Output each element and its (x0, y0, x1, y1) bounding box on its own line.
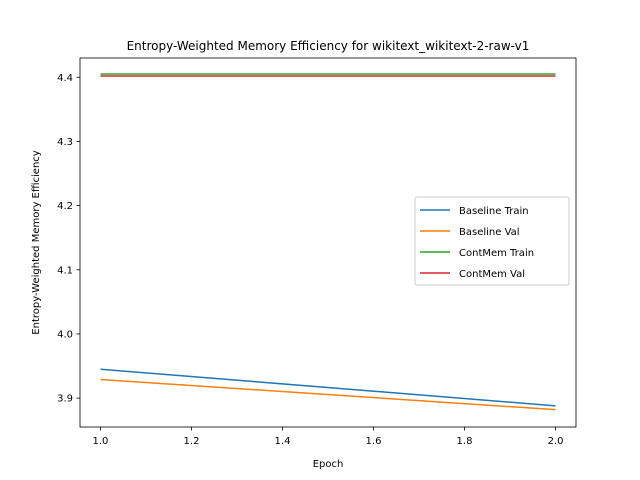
legend-box (414, 196, 570, 286)
y-tick-label: 4.4 (57, 73, 73, 84)
x-tick-label: 1.4 (275, 436, 291, 447)
legend-items: Baseline Train Baseline Val ContMem Train C… (420, 206, 534, 280)
legend-label: Baseline Train (459, 206, 529, 217)
axes-frame (79, 57, 577, 428)
legend-label: Baseline Val (459, 227, 520, 238)
legend: Baseline Train Baseline Val ContMem Train C… (414, 196, 570, 286)
y-tick-label: 4.1 (57, 265, 73, 276)
y-tick-label: 3.9 (57, 394, 73, 405)
y-tick-label: 4.3 (57, 137, 73, 148)
plot-area: 1.0 1.2 1.4 1.6 1.8 2.0 3.9 4.0 4.1 4.2 4.3 4.4 (57, 57, 577, 447)
y-tick-label: 4.2 (57, 201, 73, 212)
series-line-baseline-val (100, 378, 556, 411)
x-tick-label: 1.0 (93, 436, 109, 447)
x-axis-ticks: 1.0 1.2 1.4 1.6 1.8 2.0 (93, 427, 564, 447)
x-tick-label: 1.6 (366, 436, 382, 447)
series-line-baseline-train (100, 368, 556, 407)
x-tick-label: 2.0 (548, 436, 564, 447)
legend-label: ContMem Val (459, 269, 525, 280)
x-tick-label: 1.2 (184, 436, 200, 447)
chart-title: Entropy-Weighted Memory Efficiency for w… (127, 39, 530, 53)
x-tick-label: 1.8 (457, 436, 473, 447)
x-axis-label: Epoch (313, 459, 344, 470)
y-axis-label: Entropy-Weighted Memory Efficiency (31, 150, 42, 334)
series-lines (100, 73, 556, 411)
y-axis-ticks: 3.9 4.0 4.1 4.2 4.3 4.4 (57, 73, 80, 405)
legend-label: ContMem Train (459, 248, 534, 259)
y-tick-label: 4.0 (57, 329, 73, 340)
